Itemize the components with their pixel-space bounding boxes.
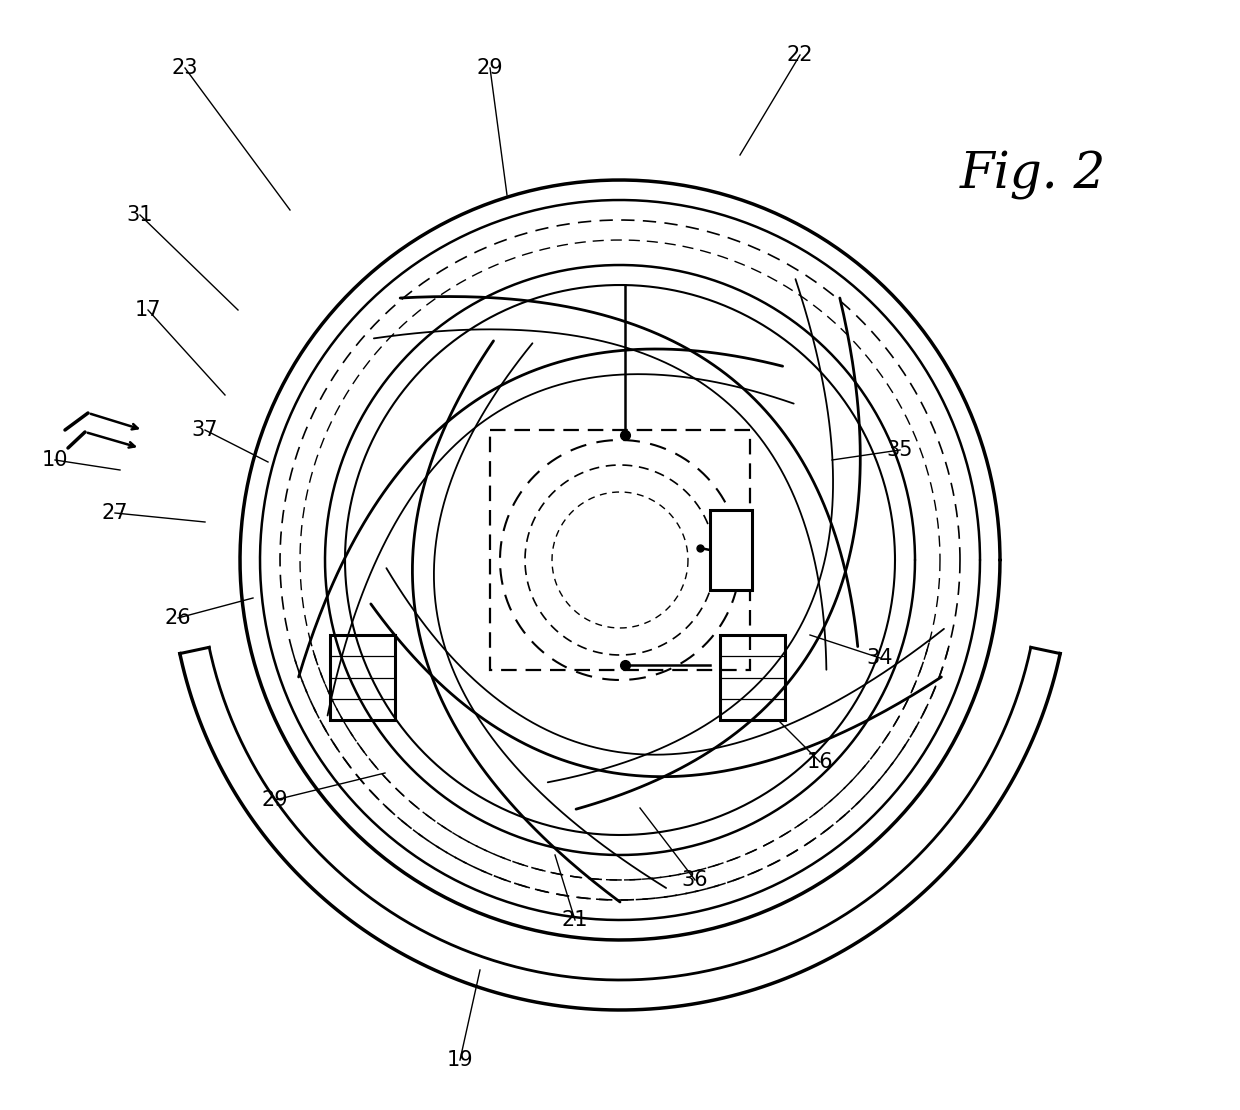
Text: 17: 17 [135,300,161,320]
Text: 21: 21 [562,910,588,930]
Text: 36: 36 [682,870,708,890]
Bar [330,635,396,720]
Text: 16: 16 [807,751,833,771]
Bar [711,509,751,591]
Text: 34: 34 [867,648,893,668]
Text: 29: 29 [262,790,289,810]
Bar [490,430,750,670]
Text: 29: 29 [476,58,503,78]
Text: Fig. 2: Fig. 2 [960,150,1106,200]
Text: 37: 37 [192,420,218,440]
Text: 31: 31 [126,205,154,225]
Text: 26: 26 [165,608,191,628]
Text: 19: 19 [446,1050,474,1070]
Text: 23: 23 [172,58,198,78]
Text: 22: 22 [786,46,813,65]
Text: 35: 35 [887,440,913,460]
Text: 27: 27 [102,503,128,523]
Bar [720,635,785,720]
Text: 10: 10 [42,450,68,470]
